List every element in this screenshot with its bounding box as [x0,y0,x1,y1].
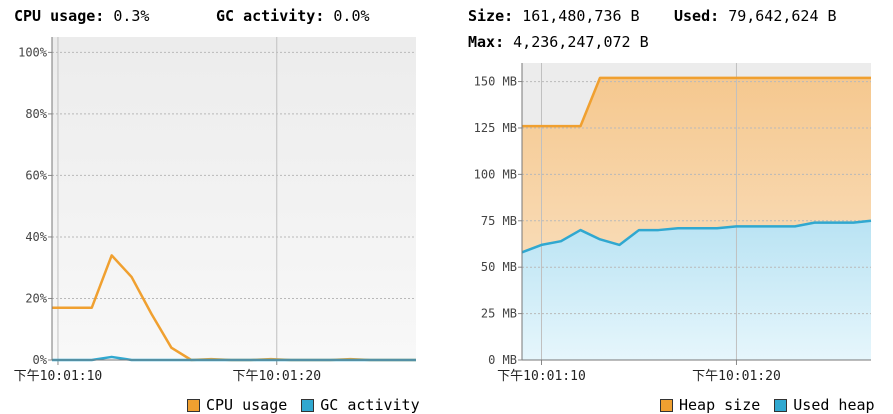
y-tick-label: 75 MB [481,214,517,228]
gc-activity-legend-label: GC activity [320,396,420,414]
used-heap-value: 79,642,624 B [728,7,837,25]
heap-size-legend-swatch [660,398,673,412]
heap-max-stat: Max: 4,236,247,072 B [468,33,649,51]
heap-size-line [522,76,871,128]
y-tick-label: 80% [25,107,47,121]
cpu-usage-legend-label: CPU usage [206,396,288,414]
y-tick-label: 0 MB [488,353,517,367]
y-tick-label: 60% [25,168,47,182]
cpu-usage-value: 0.3% [113,7,150,25]
heap-size-legend-label: Heap size [679,396,761,414]
gc-activity-legend-swatch [301,398,315,412]
used-heap-line [521,219,872,254]
cpu-usage-stat: CPU usage: 0.3% [14,7,149,25]
cpu-gc-legend: CPU usage GC activity [187,396,420,414]
plot-background [52,37,416,360]
gc-activity-stat: GC activity: 0.0% [216,7,370,25]
heap-max-value: 4,236,247,072 B [513,33,649,51]
y-tick-label: 20% [25,291,47,305]
cpu-usage-label: CPU usage: [14,7,105,25]
used-heap-label: Used: [674,7,720,25]
used-heap-legend-swatch [774,398,788,412]
cpu-gc-chart: 0% 20% 40% 60% 80% 100% 下午10:01:10 下午10:01:20 [14,37,416,384]
x-tick-label: 下午10:01:10 [497,369,586,384]
heap-chart: 0 MB 25 MB 50 MB 75 MB 100 MB 125 MB 150 MB 下午1… [474,63,872,384]
used-heap-stat: Used: 79,642,624 B [674,7,837,25]
used-heap-legend-label: Used heap [793,396,875,414]
heap-max-label: Max: [468,33,505,51]
heap-size-stat: Size: 161,480,736 B [468,7,640,25]
heap-size-value: 161,480,736 B [522,7,640,25]
y-tick-label: 25 MB [481,307,517,321]
y-tick-label: 50 MB [481,260,517,274]
y-tick-label: 100 MB [474,167,517,181]
gc-activity-label: GC activity: [216,7,325,25]
x-tick-label: 下午10:01:20 [232,369,321,384]
cpu-usage-legend-swatch [187,398,200,412]
x-tick-label: 下午10:01:20 [692,369,781,384]
y-tick-label: 125 MB [474,121,517,135]
y-tick-label: 40% [25,230,47,244]
heap-size-label: Size: [468,7,514,25]
gc-activity-value: 0.0% [333,7,370,25]
y-tick-label: 100% [18,45,48,59]
y-tick-label: 150 MB [474,75,517,89]
y-tick-label: 0% [33,353,48,367]
heap-legend: Heap size Used heap [660,396,875,414]
x-tick-label: 下午10:01:10 [14,369,103,384]
used-heap-area [522,220,871,360]
